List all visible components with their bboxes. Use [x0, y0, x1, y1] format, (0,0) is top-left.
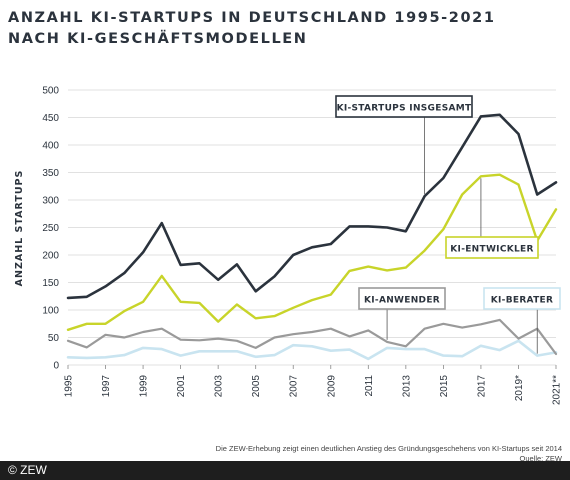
y-tick-label: 350 [42, 168, 59, 179]
y-tick-label: 150 [42, 278, 59, 289]
chart-title-line-1: ANZAHL KI-STARTUPS IN DEUTSCHLAND 1995-2… [8, 10, 496, 26]
series-line-berater [66, 339, 558, 361]
chart-title-line-2: NACH KI-GESCHÄFTSMODELLEN [8, 31, 308, 47]
y-tick-label: 400 [42, 141, 59, 152]
x-tick-label: 2011 [364, 375, 375, 397]
y-tick-label: 500 [42, 86, 59, 97]
y-tick-label: 200 [42, 251, 59, 262]
annotation-box-anwender [358, 287, 446, 310]
caption-text: Die ZEW-Erhebung zeigt einen deutlichen … [215, 444, 562, 453]
series-label-berater: KI-BERATER [491, 296, 553, 306]
annotation-box-entwickler [445, 236, 539, 259]
x-tick-label: 1999 [139, 375, 150, 398]
x-tick-label: 2017 [476, 375, 487, 398]
source-text: Quelle: ZEW [519, 454, 562, 463]
x-tick-label: 2021** [552, 375, 563, 405]
x-tick-label: 2001 [176, 375, 187, 398]
x-tick-label: 2007 [289, 375, 300, 398]
series-line-insgesamt [66, 113, 558, 300]
series-line-anwender [66, 318, 558, 356]
x-tick-label: 2005 [251, 375, 262, 398]
y-tick-label: 450 [42, 113, 59, 124]
annotation-box-berater [483, 287, 561, 310]
series-label-insgesamt: KI-STARTUPS INSGESAMT [337, 104, 472, 114]
x-tick-label: 2013 [401, 375, 412, 398]
x-tick-label: 2015 [439, 375, 450, 398]
series-line-entwickler [66, 173, 558, 331]
chart-title: ANZAHL KI-STARTUPS IN DEUTSCHLAND 1995-2… [8, 8, 563, 50]
chart-caption: Die ZEW-Erhebung zeigt einen deutlichen … [8, 444, 562, 464]
y-tick-label: 250 [42, 223, 59, 234]
x-tick-label: 1997 [101, 375, 112, 398]
y-axis-label: ANZAHL STARTUPS [14, 170, 25, 287]
annotation-box-insgesamt [335, 95, 473, 118]
y-tick-label: 0 [53, 361, 59, 372]
copyright-label: © ZEW [8, 463, 47, 477]
series-label-anwender: KI-ANWENDER [364, 296, 440, 306]
x-tick-label: 2019* [514, 375, 525, 401]
series-label-entwickler: KI-ENTWICKLER [450, 245, 533, 255]
credit-bar: © ZEW [0, 461, 570, 480]
y-tick-label: 100 [42, 306, 59, 317]
y-tick-label: 50 [48, 333, 60, 344]
x-tick-label: 2009 [326, 375, 337, 398]
y-tick-label: 300 [42, 196, 59, 207]
x-tick-label: 2003 [214, 375, 225, 398]
x-tick-label: 1995 [64, 375, 75, 398]
